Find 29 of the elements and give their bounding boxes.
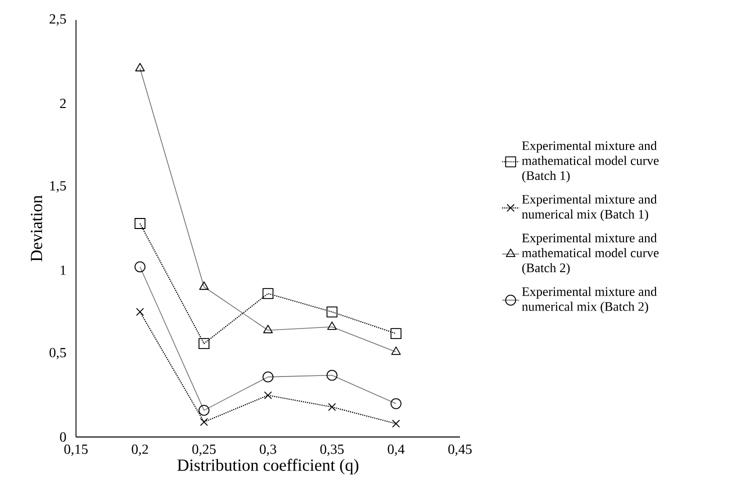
point [390, 328, 402, 340]
point [200, 418, 208, 426]
y-tick-label: 1 [60, 266, 66, 275]
legend-label: Experimental mixture and numerical mix (Batch 2) [522, 286, 657, 314]
x-tick-label: 0,35 [320, 444, 344, 456]
y-tick-label: 0,5 [50, 348, 66, 360]
point [328, 402, 336, 411]
x-tick-label: 0,45 [448, 444, 472, 456]
y-tick-label: 2 [60, 98, 66, 108]
point [198, 338, 210, 350]
y-tick-label: 2,5 [50, 14, 66, 26]
x-axis-title: Distribution coefficient (q) [177, 458, 358, 474]
point [136, 308, 144, 316]
legend-label: Experimental mixture and numerical mix (Batch 1) [522, 194, 657, 222]
y-axis-title: Deviation [30, 195, 42, 262]
x-tick-label: 0,2 [132, 444, 148, 456]
point [392, 420, 400, 428]
point [264, 391, 272, 400]
point [326, 306, 338, 318]
legend-label: Experimental mixture and mathematical model curve (Batch 1) [522, 140, 659, 183]
point [262, 288, 274, 299]
point [134, 218, 146, 229]
x-tick-label: 0,25 [192, 444, 216, 456]
legend-label: Experimental mixture and mathematical model curve (Batch 2) [522, 233, 659, 275]
y-tick-label: 1,5 [50, 181, 66, 192]
x-tick-label: 0,3 [260, 444, 276, 456]
x-tick-label: 0,4 [388, 444, 405, 456]
y-tick-label: 0 [60, 432, 66, 442]
x-tick-label: 0,15 [64, 444, 88, 456]
